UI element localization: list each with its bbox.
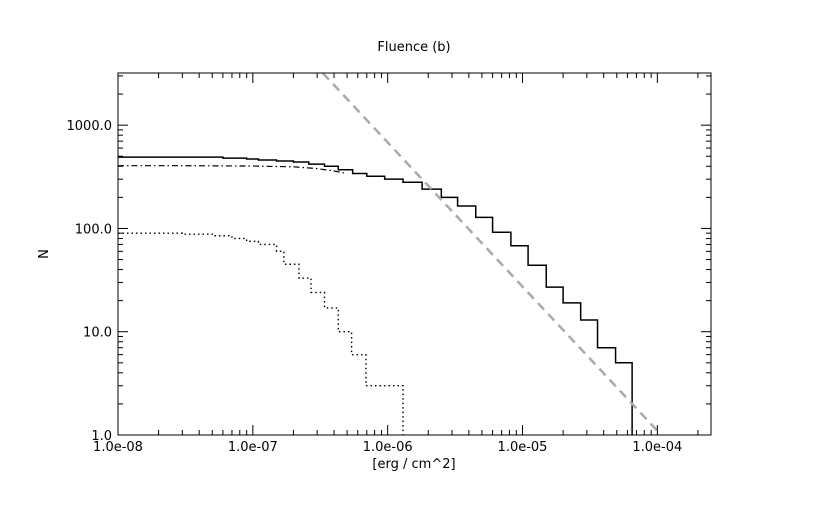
x-tick-label: 1.0e-06 — [363, 440, 413, 455]
y-tick-label: 100.0 — [75, 222, 112, 237]
x-axis-title: [erg / cm^2] — [372, 457, 455, 472]
x-tick-label: 1.0e-04 — [632, 440, 682, 455]
x-tick-label: 1.0e-07 — [228, 440, 278, 455]
ticks-layer — [117, 73, 711, 436]
x-tick-label: 1.0e-08 — [93, 440, 143, 455]
series-line-power-law-fit — [321, 73, 659, 432]
series-line-dash-dot — [118, 165, 348, 175]
plot-frame — [117, 72, 712, 436]
series-line-total — [118, 156, 633, 435]
y-axis-title: N — [37, 249, 52, 259]
y-tick-label: 1.0 — [91, 429, 112, 444]
series-layer — [118, 73, 659, 435]
y-tick-label: 1000.0 — [67, 119, 113, 134]
x-tick-label: 1.0e-05 — [498, 440, 548, 455]
labels-layer: 1.0e-08 1.0e-07 1.0e-06 1.0e-05 1.0e-04 1.0 10… — [67, 119, 683, 455]
y-tick-label: 10.0 — [83, 326, 112, 341]
chart-title: Fluence (b) — [377, 40, 450, 55]
